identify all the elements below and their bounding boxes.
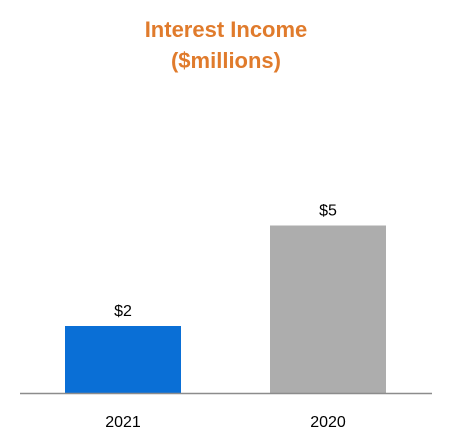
- chart-subtitle: ($millions): [170, 48, 281, 73]
- bar-2021: [65, 326, 181, 393]
- x-tick-label-2021: 2021: [105, 414, 141, 431]
- bar-2020: [270, 225, 386, 393]
- data-label-2021: $2: [114, 303, 132, 320]
- chart-title: Interest Income: [144, 17, 308, 42]
- data-label-2020: $5: [319, 203, 337, 220]
- x-tick-label-2020: 2020: [310, 414, 346, 431]
